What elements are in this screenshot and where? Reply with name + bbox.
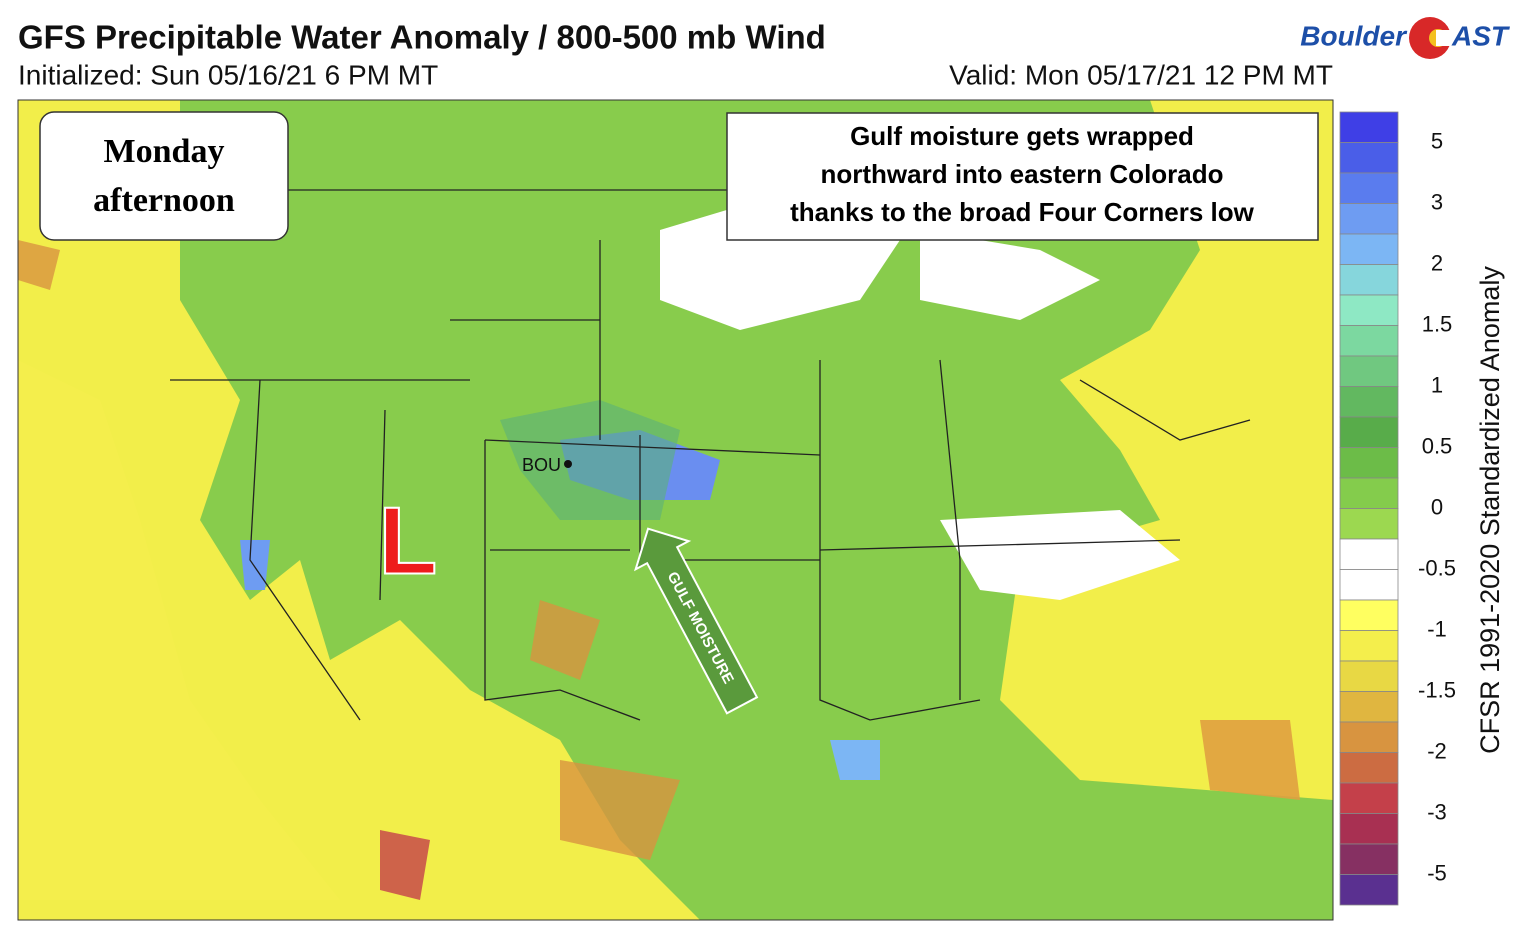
valid: Valid: Mon 05/17/21 12 PM MT — [949, 59, 1333, 90]
colorbar-cell — [1339, 569, 1399, 601]
colorbar-cell — [1339, 538, 1399, 570]
day-line: Monday — [104, 133, 225, 170]
colorbar-cell — [1339, 386, 1399, 418]
colorbar-title: CFSR 1991-2020 Standardized Anomaly — [1475, 266, 1505, 754]
colorbar-tick-label: 2 — [1431, 250, 1443, 275]
colorbar-cell — [1339, 630, 1399, 662]
colorbar-tick-label: -2 — [1427, 738, 1447, 763]
colorbar-tick-label: 1 — [1431, 372, 1443, 397]
colorbar-cell — [1339, 599, 1399, 631]
colorbar-tick-label: -5 — [1427, 860, 1447, 885]
note-box: Gulf moisture gets wrapped northward int… — [726, 112, 1319, 241]
title: GFS Precipitable Water Anomaly / 800-500… — [18, 19, 826, 56]
colorbar-cell — [1339, 721, 1399, 753]
colorbar-cell — [1339, 660, 1399, 692]
colorbar-cell — [1339, 691, 1399, 723]
colorbar-tick-label: 0.5 — [1422, 433, 1453, 458]
colorbar-cell — [1339, 477, 1399, 509]
colorbar-cell — [1339, 233, 1399, 265]
colorbar-tick-label: -0.5 — [1418, 555, 1456, 580]
logo-icon — [1409, 17, 1456, 59]
day-line: afternoon — [93, 182, 235, 219]
low-marker: L — [379, 487, 438, 594]
station-label: BOU — [522, 455, 561, 475]
colorbar-tick-label: -3 — [1427, 799, 1447, 824]
colorbar-tick-label: 0 — [1431, 494, 1443, 519]
colorbar-tick-label: 5 — [1431, 128, 1443, 153]
note-line: northward into eastern Colorado — [820, 159, 1223, 189]
colorbar-cell — [1339, 325, 1399, 357]
note-line: thanks to the broad Four Corners low — [790, 197, 1254, 227]
colorbar-cell — [1339, 782, 1399, 814]
colorbar-cell — [1339, 264, 1399, 296]
colorbar-cell — [1339, 294, 1399, 326]
colorbar-cell — [1339, 203, 1399, 235]
map-frame — [17, 99, 1334, 921]
colorbar-cell — [1339, 874, 1399, 906]
colorbar-tick-label: 3 — [1431, 189, 1443, 214]
colorbar-cell — [1339, 355, 1399, 387]
colorbar-tick-label: -1 — [1427, 616, 1447, 641]
logo-right: AST — [1451, 20, 1511, 51]
day-box: Monday afternoon — [39, 111, 289, 241]
colorbar-cell — [1339, 447, 1399, 479]
logo-left: Boulder — [1300, 20, 1408, 51]
colorbar-cell — [1339, 813, 1399, 845]
station-dot — [564, 460, 572, 468]
colorbar-cell — [1339, 172, 1399, 204]
colorbar: 5 3 2 1.5 1 0.5 0 -0.5 -1 -1.5 -2 -3 -5 — [1339, 111, 1456, 906]
colorbar-cell — [1339, 843, 1399, 875]
colorbar-tick-label: -1.5 — [1418, 677, 1456, 702]
initialized: Initialized: Sun 05/16/21 6 PM MT — [18, 59, 438, 90]
colorbar-cell — [1339, 111, 1399, 143]
colorbar-cell — [1339, 416, 1399, 448]
colorbar-cell — [1339, 508, 1399, 540]
colorbar-tick-label: 1.5 — [1422, 311, 1453, 336]
note-line: Gulf moisture gets wrapped — [850, 121, 1194, 151]
colorbar-cell — [1339, 142, 1399, 174]
colorbar-cell — [1339, 752, 1399, 784]
